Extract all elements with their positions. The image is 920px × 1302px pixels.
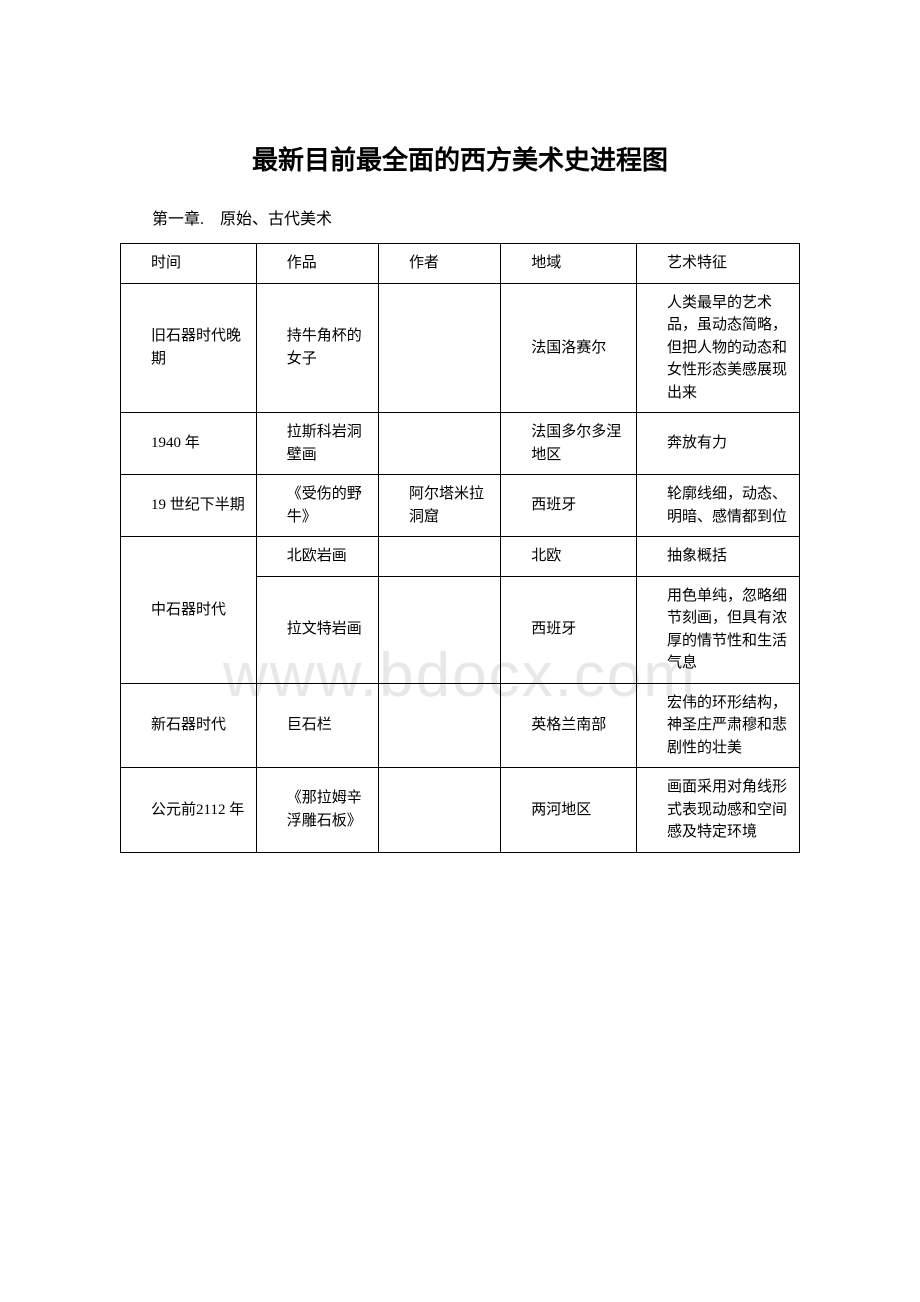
table-row: 19 世纪下半期 《受伤的野牛》 阿尔塔米拉洞窟 西班牙 轮廓线细，动态、明暗、… [121, 475, 800, 537]
chapter-heading: 第一章. 原始、古代美术 [120, 205, 800, 229]
document-content: 最新目前最全面的西方美术史进程图 第一章. 原始、古代美术 时间 作品 作者 地… [120, 140, 800, 853]
cell-work: 《那拉姆辛浮雕石板》 [256, 768, 378, 853]
cell-author: 阿尔塔米拉洞窟 [379, 475, 501, 537]
cell-work: 巨石栏 [256, 683, 378, 768]
cell-feature: 画面采用对角线形式表现动感和空间感及特定环境 [637, 768, 800, 853]
cell-author [379, 537, 501, 577]
cell-region: 西班牙 [501, 576, 637, 683]
art-history-table: 时间 作品 作者 地域 艺术特征 旧石器时代晚期 持牛角杯的女子 法国洛赛尔 人… [120, 243, 800, 853]
cell-author [379, 283, 501, 413]
table-row: 旧石器时代晚期 持牛角杯的女子 法国洛赛尔 人类最早的艺术品，虽动态简略，但把人… [121, 283, 800, 413]
cell-work: 拉斯科岩洞壁画 [256, 413, 378, 475]
cell-region: 法国多尔多涅地区 [501, 413, 637, 475]
cell-time: 中石器时代 [121, 537, 257, 684]
cell-author [379, 413, 501, 475]
cell-work: 拉文特岩画 [256, 576, 378, 683]
cell-time: 1940 年 [121, 413, 257, 475]
cell-work: 北欧岩画 [256, 537, 378, 577]
table-header-row: 时间 作品 作者 地域 艺术特征 [121, 244, 800, 284]
cell-author [379, 768, 501, 853]
cell-feature: 轮廓线细，动态、明暗、感情都到位 [637, 475, 800, 537]
header-feature: 艺术特征 [637, 244, 800, 284]
table-row: 1940 年 拉斯科岩洞壁画 法国多尔多涅地区 奔放有力 [121, 413, 800, 475]
cell-time: 公元前2112 年 [121, 768, 257, 853]
header-author: 作者 [379, 244, 501, 284]
table-row: 公元前2112 年 《那拉姆辛浮雕石板》 两河地区 画面采用对角线形式表现动感和… [121, 768, 800, 853]
table-row: 中石器时代 北欧岩画 北欧 抽象概括 [121, 537, 800, 577]
cell-time: 旧石器时代晚期 [121, 283, 257, 413]
cell-region: 法国洛赛尔 [501, 283, 637, 413]
header-work: 作品 [256, 244, 378, 284]
cell-author [379, 576, 501, 683]
cell-time: 19 世纪下半期 [121, 475, 257, 537]
cell-feature: 抽象概括 [637, 537, 800, 577]
cell-region: 西班牙 [501, 475, 637, 537]
cell-work: 持牛角杯的女子 [256, 283, 378, 413]
cell-region: 英格兰南部 [501, 683, 637, 768]
cell-feature: 用色单纯，忽略细节刻画，但具有浓厚的情节性和生活气息 [637, 576, 800, 683]
header-region: 地域 [501, 244, 637, 284]
cell-feature: 宏伟的环形结构，神圣庄严肃穆和悲剧性的壮美 [637, 683, 800, 768]
header-time: 时间 [121, 244, 257, 284]
table-row: 新石器时代 巨石栏 英格兰南部 宏伟的环形结构，神圣庄严肃穆和悲剧性的壮美 [121, 683, 800, 768]
cell-region: 两河地区 [501, 768, 637, 853]
cell-work: 《受伤的野牛》 [256, 475, 378, 537]
cell-time: 新石器时代 [121, 683, 257, 768]
document-title: 最新目前最全面的西方美术史进程图 [120, 140, 800, 177]
cell-region: 北欧 [501, 537, 637, 577]
cell-feature: 人类最早的艺术品，虽动态简略，但把人物的动态和女性形态美感展现出来 [637, 283, 800, 413]
cell-author [379, 683, 501, 768]
cell-feature: 奔放有力 [637, 413, 800, 475]
